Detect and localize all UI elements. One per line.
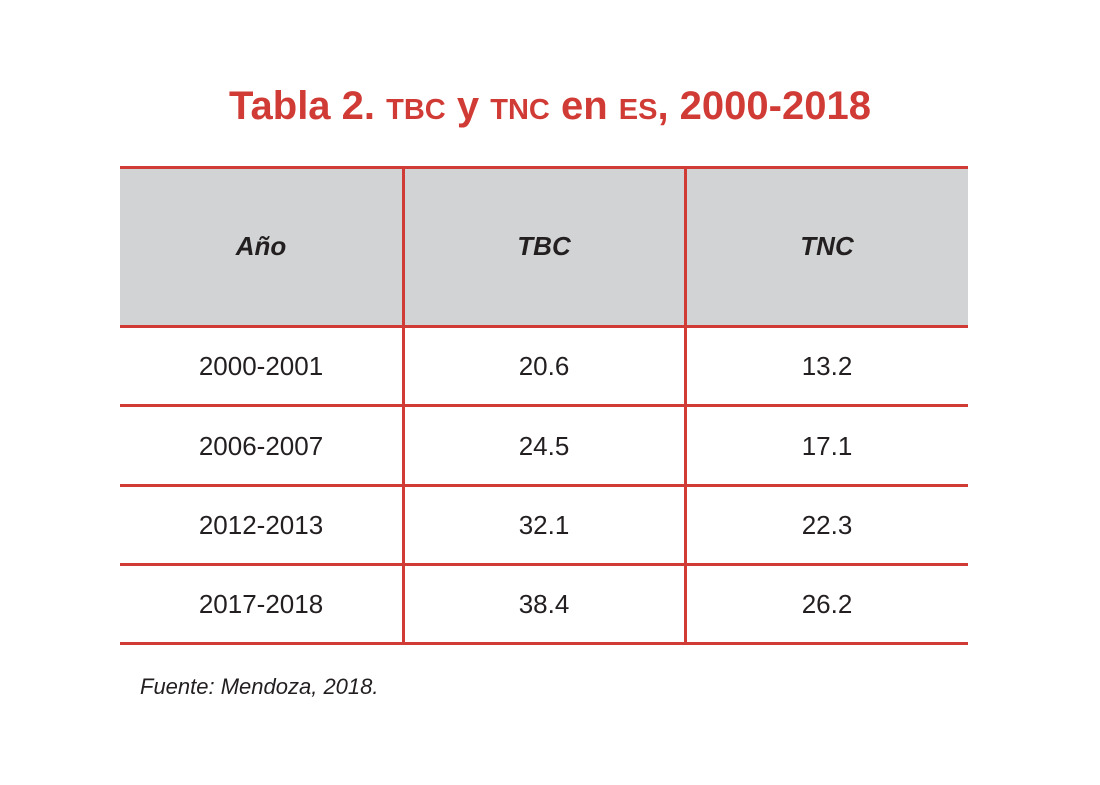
title-abbr-tbc: TBC xyxy=(386,94,446,126)
table-cell: 32.1 xyxy=(518,510,570,540)
table-cell: 24.5 xyxy=(518,430,570,461)
table-cell: 2012-2013 xyxy=(198,510,324,540)
table-cell: 2006-2007 xyxy=(198,430,324,461)
header-cell-tbc: TBC xyxy=(517,231,571,261)
title-prefix: Tabla 2. xyxy=(229,84,387,128)
table-cell: 26.2 xyxy=(801,589,853,619)
header-cell-year: Año xyxy=(235,231,287,261)
table-row-divider xyxy=(120,484,968,487)
table-bottom-rule xyxy=(120,642,968,645)
table-cell: 17.1 xyxy=(801,430,853,461)
data-table: Año TBC TNC 2000-2001 20.6 13.2 2006-200… xyxy=(120,166,968,645)
table-cell: 20.6 xyxy=(518,351,570,381)
title-abbr-es: ES xyxy=(618,94,658,126)
table-cell: 2017-2018 xyxy=(198,589,324,619)
table-cell: 38.4 xyxy=(518,589,570,619)
header-cell-tnc: TNC xyxy=(800,231,854,261)
table-top-rule xyxy=(120,166,968,169)
source-note: Fuente: Mendoza, 2018. xyxy=(140,674,379,699)
table-row-divider xyxy=(120,563,968,566)
title-abbr-tnc: TNC xyxy=(490,94,550,126)
table-header-background xyxy=(120,166,968,327)
title-suffix: , 2000-2018 xyxy=(657,84,871,128)
table-row-divider xyxy=(120,404,968,407)
table-cell: 2000-2001 xyxy=(198,351,324,381)
title-conjunction: y xyxy=(445,84,491,128)
title-preposition: en xyxy=(549,84,619,128)
table-title: Tabla 2. TBC y TNC en ES, 2000-2018 xyxy=(0,80,1100,136)
table-column-divider xyxy=(402,166,405,645)
table-cell: 13.2 xyxy=(801,351,853,381)
table-cell: 22.3 xyxy=(801,510,853,540)
table-column-divider xyxy=(684,166,687,645)
table-header-rule xyxy=(120,325,968,328)
